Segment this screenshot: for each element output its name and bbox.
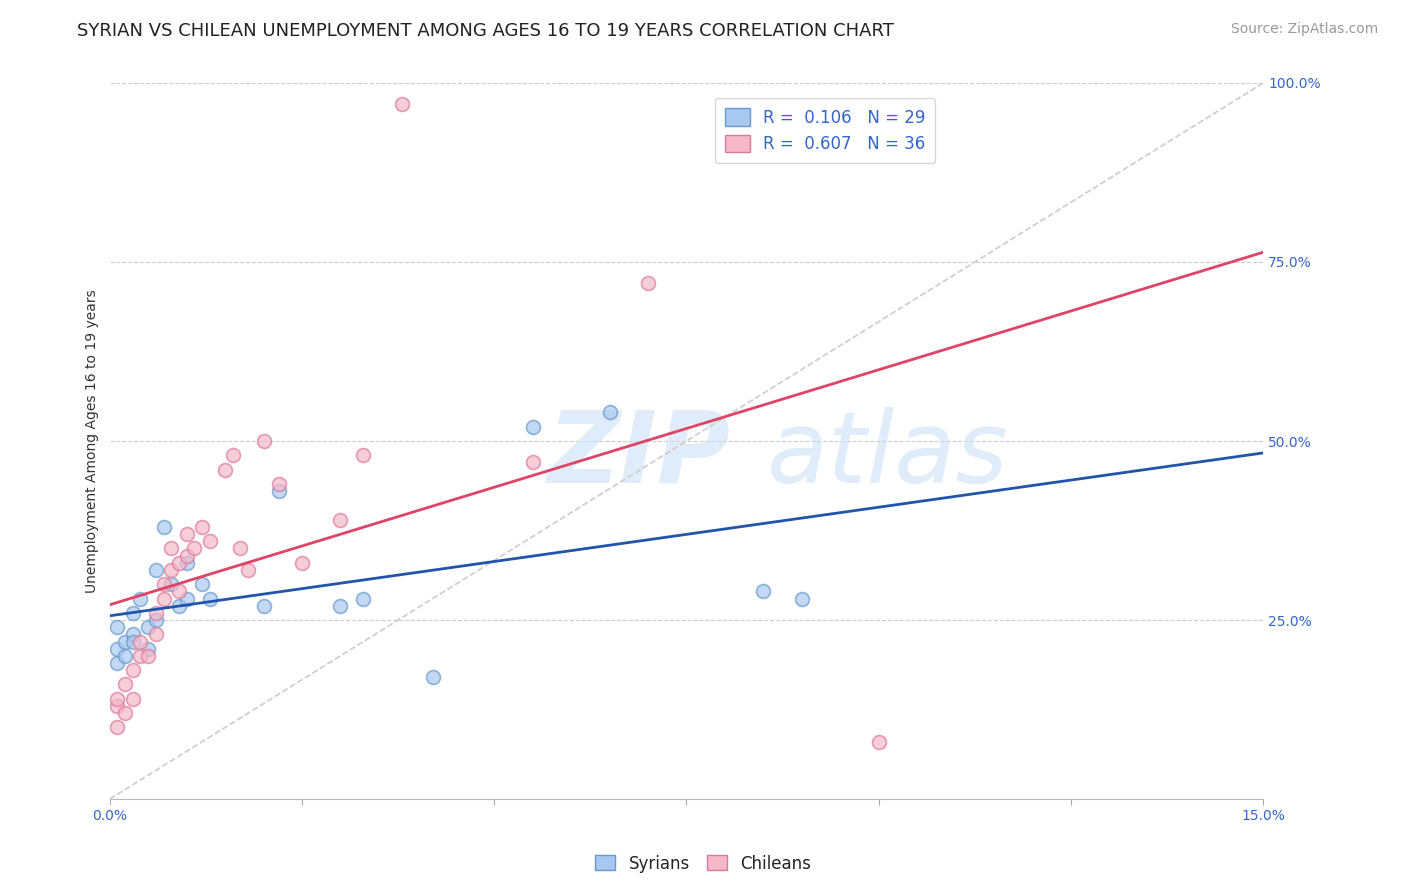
Point [176,549,198,563]
Point [107,620,129,634]
Point [121,627,143,641]
Point [752,584,775,599]
Legend: Syrians, Chileans: Syrians, Chileans [589,848,817,880]
Point [121,634,143,648]
Point [145,627,167,641]
Point [114,648,136,663]
Point [107,641,129,656]
Point [522,455,544,469]
Point [121,606,143,620]
Point [222,448,245,462]
Point [145,613,167,627]
Point [522,419,544,434]
Point [152,577,174,591]
Point [329,599,352,613]
Point [391,97,413,112]
Point [214,463,236,477]
Point [353,448,375,462]
Point [107,721,129,735]
Text: Source: ZipAtlas.com: Source: ZipAtlas.com [1230,22,1378,37]
Point [145,563,167,577]
Point [183,541,205,556]
Point [191,577,214,591]
Point [176,527,198,541]
Point [107,698,129,713]
Point [353,591,375,606]
Point [176,556,198,570]
Point [160,577,183,591]
Point [329,513,352,527]
Point [868,735,890,749]
Point [136,648,159,663]
Point [167,584,190,599]
Point [167,599,190,613]
Point [107,691,129,706]
Point [422,670,444,684]
Point [160,563,183,577]
Text: SYRIAN VS CHILEAN UNEMPLOYMENT AMONG AGES 16 TO 19 YEARS CORRELATION CHART: SYRIAN VS CHILEAN UNEMPLOYMENT AMONG AGE… [77,22,894,40]
Point [229,541,252,556]
Point [114,706,136,720]
Point [136,620,159,634]
Point [176,591,198,606]
Point [599,405,621,419]
Point [267,484,290,499]
Point [136,641,159,656]
Point [790,591,813,606]
Legend: R =  0.106   N = 29, R =  0.607   N = 36: R = 0.106 N = 29, R = 0.607 N = 36 [714,98,935,163]
Point [236,563,259,577]
Text: atlas: atlas [768,407,1010,504]
Point [129,648,152,663]
Point [121,691,143,706]
Point [198,591,221,606]
Point [121,663,143,677]
Point [191,520,214,534]
Y-axis label: Unemployment Among Ages 16 to 19 years: Unemployment Among Ages 16 to 19 years [86,289,100,593]
Point [252,599,274,613]
Point [291,556,314,570]
Point [167,556,190,570]
Point [107,656,129,670]
Point [129,634,152,648]
Text: ZIP: ZIP [548,407,731,504]
Point [198,534,221,549]
Point [267,477,290,491]
Point [114,634,136,648]
Point [252,434,274,448]
Point [129,591,152,606]
Point [114,677,136,691]
Point [152,520,174,534]
Point [637,277,659,291]
Point [145,606,167,620]
Point [160,541,183,556]
Point [152,591,174,606]
